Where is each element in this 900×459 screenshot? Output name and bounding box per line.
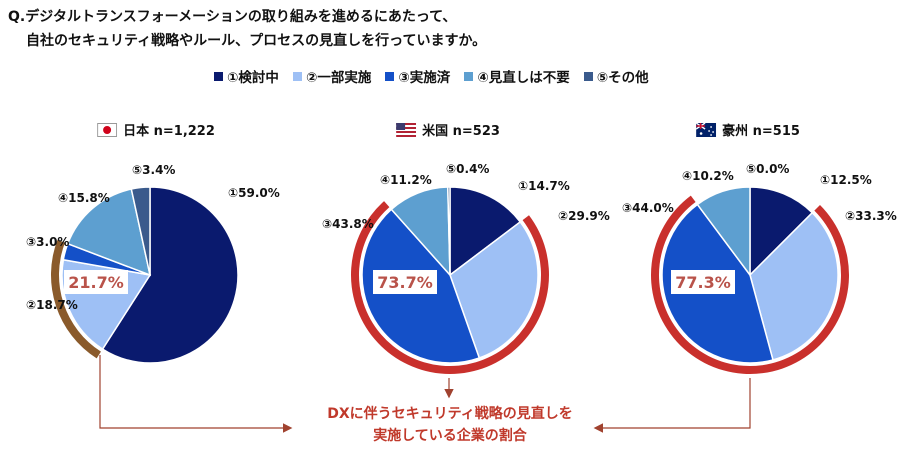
pie-slice: [449, 186, 522, 277]
legend-swatch: [464, 71, 474, 81]
pie-slice: [696, 186, 751, 278]
australia-flag-icon: [696, 122, 717, 137]
legend-item: ④見直しは不要: [464, 66, 570, 86]
summary-note-line-1: DXに伴うセキュリティ戦略の見直しを: [327, 406, 573, 422]
slice-label: ④10.2%: [682, 169, 734, 183]
chart-title-text: 米国 n=523: [422, 124, 500, 139]
slice-label: ②18.7%: [26, 298, 78, 312]
slice-label: ①14.7%: [518, 179, 570, 193]
legend-item: ①検討中: [214, 66, 279, 86]
legend-item: ③実施済: [385, 66, 450, 86]
legend-swatch: [385, 71, 395, 81]
pie-slice: [101, 186, 239, 364]
legend-swatch: [583, 71, 593, 81]
slice-label: ④11.2%: [380, 173, 432, 187]
highlight-ring: [351, 201, 549, 374]
pie-slice: [449, 220, 539, 359]
question-line-1: Q.デジタルトランスフォーメーションの取り組みを進めるにあたって、: [8, 9, 457, 25]
slice-label: ⑤3.4%: [132, 163, 175, 177]
slice-label: ③43.8%: [322, 217, 374, 231]
pie-slice: [66, 188, 152, 277]
slice-label: ②33.3%: [845, 209, 897, 223]
slice-label: ④15.8%: [58, 191, 110, 205]
chart-title-text: 豪州 n=515: [722, 124, 800, 139]
highlight-ring: [50, 239, 101, 359]
usa-flag-icon: [396, 122, 417, 137]
pie-slice: [447, 186, 451, 276]
legend-label: ③実施済: [398, 70, 451, 86]
highlight-value: 21.7%: [68, 273, 124, 292]
slice-label: ①12.5%: [820, 173, 872, 187]
chart-title-australia: 豪州 n=515: [696, 120, 800, 139]
slice-label: ③44.0%: [622, 201, 674, 215]
japan-flag-icon: [97, 122, 118, 137]
legend-label: ②一部実施: [305, 70, 372, 86]
pie-slice: [130, 186, 151, 276]
slice-label: ⑤0.0%: [746, 162, 789, 176]
chart-title-usa: 米国 n=523: [396, 120, 500, 139]
slice-label: ②29.9%: [558, 209, 610, 223]
legend-label: ⑤その他: [596, 70, 649, 86]
highlight-box: [64, 270, 128, 294]
highlight-box: [373, 270, 437, 294]
pie-slice: [749, 211, 839, 361]
chart-title-text: 日本 n=1,222: [123, 124, 215, 139]
connector-australia: [593, 378, 751, 433]
pie-slice: [749, 186, 814, 277]
slice-label: ③3.0%: [26, 235, 69, 249]
slice-label: ⑤0.4%: [446, 162, 489, 176]
legend-swatch: [214, 71, 223, 81]
chart-title-japan: 日本 n=1,222: [97, 120, 215, 139]
question-line-2: 自社のセキュリティ戦略やルール、プロセスの見直しを行っていますか。: [26, 33, 487, 49]
legend-label: ①検討中: [227, 70, 279, 86]
highlight-value: 77.3%: [675, 273, 731, 292]
summary-note-line-2: 実施している企業の割合: [373, 428, 527, 444]
legend-label: ④見直しは不要: [477, 70, 570, 86]
legend-swatch: [292, 71, 302, 81]
slice-label: ①59.0%: [228, 186, 280, 200]
summary-note: DXに伴うセキュリティ戦略の見直しを 実施している企業の割合: [0, 403, 900, 447]
connector-japan: [99, 355, 293, 433]
highlight-box: [671, 270, 735, 294]
legend-item: ⑤その他: [583, 66, 649, 86]
legend: ①検討中 ②一部実施 ③実施済 ④見直しは不要 ⑤その他: [214, 66, 649, 86]
legend-item: ②一部実施: [292, 66, 372, 86]
highlight-value: 73.7%: [377, 273, 433, 292]
